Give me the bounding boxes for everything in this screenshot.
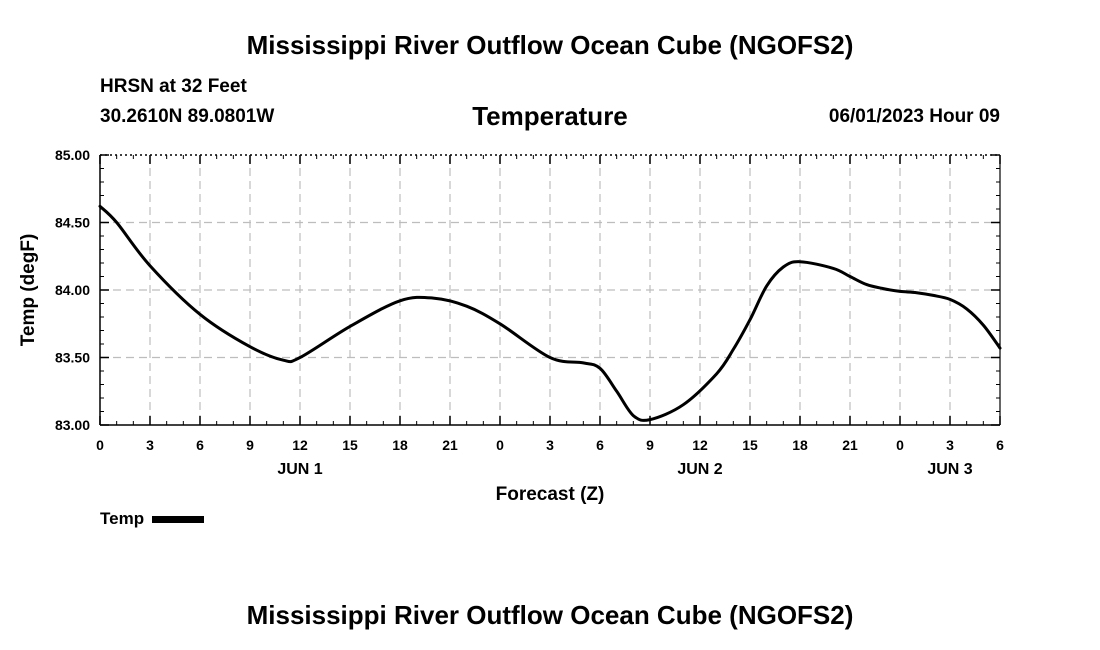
- x-tick-label: 3: [946, 437, 954, 453]
- station-label: HRSN at 32 Feet: [100, 76, 247, 97]
- x-tick-label: 12: [292, 437, 308, 453]
- x-tick-label: 15: [742, 437, 758, 453]
- forecast-datetime: 06/01/2023 Hour 09: [828, 106, 1000, 127]
- x-tick-label: 18: [392, 437, 408, 453]
- station-coordinates: 30.2610N 89.0801W: [100, 106, 275, 127]
- chart-title: Temperature: [472, 101, 628, 131]
- y-tick-label: 84.00: [55, 282, 90, 298]
- x-tick-label: 6: [596, 437, 604, 453]
- x-tick-label: 3: [546, 437, 554, 453]
- x-tick-label: 0: [896, 437, 904, 453]
- footer-title: Mississippi River Outflow Ocean Cube (NG…: [246, 600, 854, 630]
- date-label: JUN 3: [927, 461, 972, 478]
- x-tick-label: 9: [246, 437, 254, 453]
- x-tick-label: 0: [496, 437, 504, 453]
- y-tick-label: 83.00: [55, 417, 90, 433]
- legend: Temp: [100, 509, 205, 529]
- x-tick-label: 6: [996, 437, 1004, 453]
- x-tick-label: 3: [146, 437, 154, 453]
- legend-swatch: [152, 515, 205, 523]
- x-tick-label: 21: [442, 437, 458, 453]
- x-tick-label: 18: [792, 437, 808, 453]
- y-tick-label: 83.50: [55, 350, 90, 366]
- y-tick-label: 85.00: [55, 147, 90, 163]
- x-tick-label: 15: [342, 437, 358, 453]
- legend-label: Temp: [100, 509, 145, 528]
- date-label: JUN 1: [277, 461, 322, 478]
- y-axis-title: Temp (degF): [18, 234, 39, 347]
- x-tick-label: 21: [842, 437, 858, 453]
- x-tick-label: 9: [646, 437, 654, 453]
- x-tick-label: 12: [692, 437, 708, 453]
- date-label: JUN 2: [677, 461, 722, 478]
- y-tick-label: 84.50: [55, 215, 90, 231]
- page-title: Mississippi River Outflow Ocean Cube (NG…: [246, 30, 854, 60]
- x-tick-label: 6: [196, 437, 204, 453]
- temp-series-line: [98, 204, 1002, 422]
- x-tick-label: 0: [96, 437, 104, 453]
- x-axis-title: Forecast (Z): [496, 484, 605, 505]
